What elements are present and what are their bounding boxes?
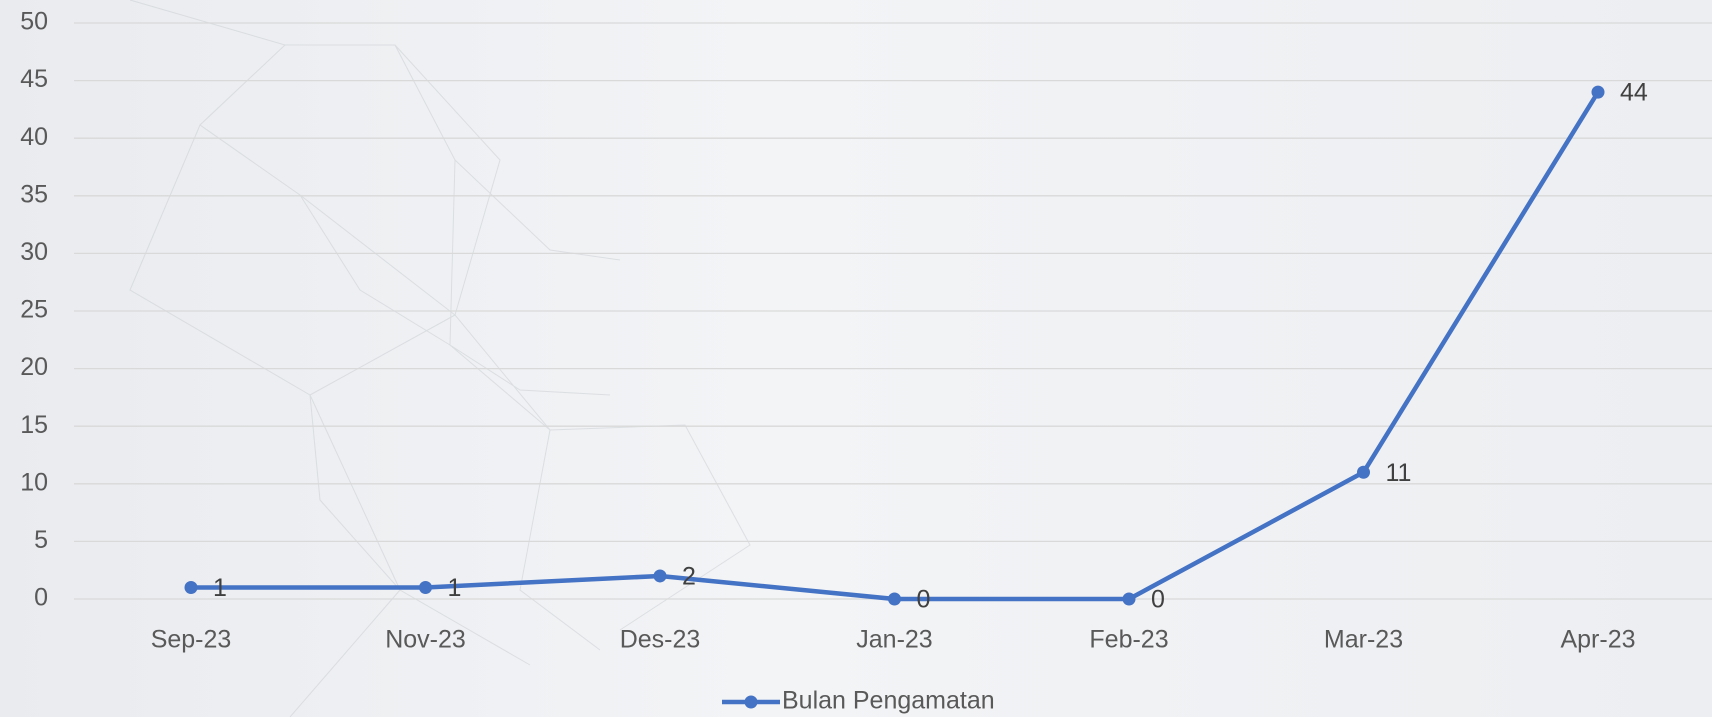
data-label: 44 [1620,79,1648,107]
y-tick-label: 25 [20,296,48,324]
y-tick-label: 10 [20,468,48,496]
legend-marker [744,695,758,709]
y-tick-label: 15 [20,411,48,439]
data-label: 2 [682,563,696,591]
y-tick-label: 45 [20,65,48,93]
data-point [1357,465,1370,479]
data-label: 1 [213,574,227,602]
y-tick-label: 40 [20,123,48,151]
data-label: 1 [448,574,462,602]
data-label: 0 [1151,586,1165,614]
data-point [1591,85,1605,99]
data-point [184,580,198,594]
x-tick-label: Mar-23 [1324,626,1403,654]
data-point [419,580,432,594]
y-tick-label: 35 [20,180,48,208]
x-tick-label: Sep-23 [151,626,232,654]
y-tick-label: 20 [20,353,48,381]
data-point [1122,592,1136,606]
y-tick-label: 0 [34,584,48,612]
x-tick-label: Feb-23 [1089,626,1168,654]
x-tick-label: Des-23 [620,626,701,654]
x-tick-label: Apr-23 [1560,626,1635,654]
x-tick-label: Jan-23 [856,626,932,654]
y-tick-label: 30 [20,238,48,266]
data-label: 11 [1386,459,1412,487]
series-line [191,90,1600,602]
x-tick-label: Nov-23 [385,626,466,654]
background-pattern [129,0,751,717]
data-label: 0 [917,586,931,614]
y-tick-label: 5 [34,526,48,554]
y-tick-label: 50 [20,8,48,36]
data-point [888,592,901,606]
data-point [653,569,667,583]
legend-label: Bulan Pengamatan [782,687,995,715]
